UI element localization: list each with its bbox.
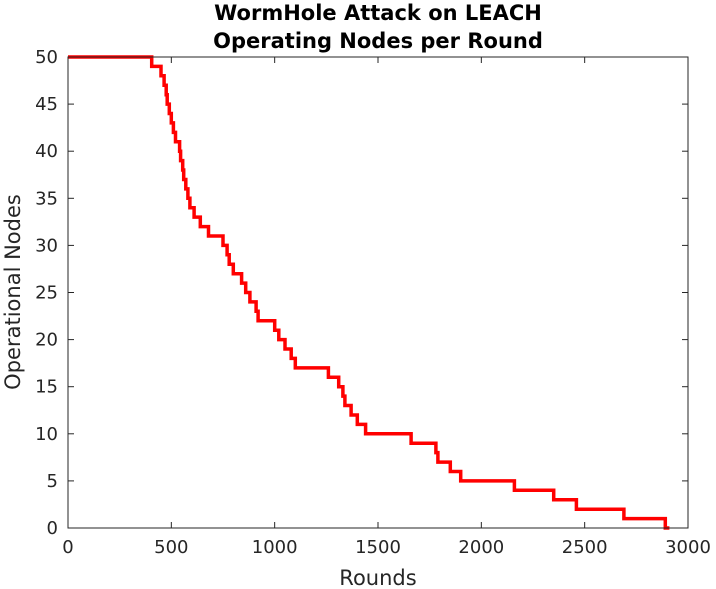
- y-tick-label: 0: [47, 518, 58, 539]
- y-tick-label: 25: [35, 283, 58, 304]
- x-tick-label: 1000: [252, 537, 298, 558]
- series-group: [68, 55, 670, 530]
- x-tick-label: 3000: [665, 537, 711, 558]
- y-tick-label: 20: [35, 330, 58, 351]
- y-tick-label: 50: [35, 47, 58, 68]
- y-tick-label: 10: [35, 424, 58, 445]
- chart-title-line-1: WormHole Attack on LEACH: [214, 1, 542, 25]
- y-tick-label: 5: [47, 471, 58, 492]
- x-tick-label: 0: [62, 537, 73, 558]
- x-tick-label: 500: [154, 537, 188, 558]
- y-tick-label: 40: [35, 141, 58, 162]
- series-line-0: [68, 55, 670, 530]
- y-tick-label: 45: [35, 94, 58, 115]
- y-axis-label: Operational Nodes: [1, 194, 25, 390]
- x-axis-label: Rounds: [339, 566, 416, 589]
- y-tick-label: 30: [35, 235, 58, 256]
- y-tick-label: 35: [35, 188, 58, 209]
- x-tick-label: 2000: [458, 537, 504, 558]
- plot-area-frame: [67, 56, 689, 529]
- y-tick-label: 15: [35, 377, 58, 398]
- axis-ticks: 0 500 1000 1500 2000 2500 3000 0 5 10 15 20 25 30 35 40…: [35, 47, 711, 558]
- chart-title-line-2: Operating Nodes per Round: [213, 29, 543, 53]
- x-tick-label: 2500: [562, 537, 608, 558]
- x-tick-label: 1500: [355, 537, 401, 558]
